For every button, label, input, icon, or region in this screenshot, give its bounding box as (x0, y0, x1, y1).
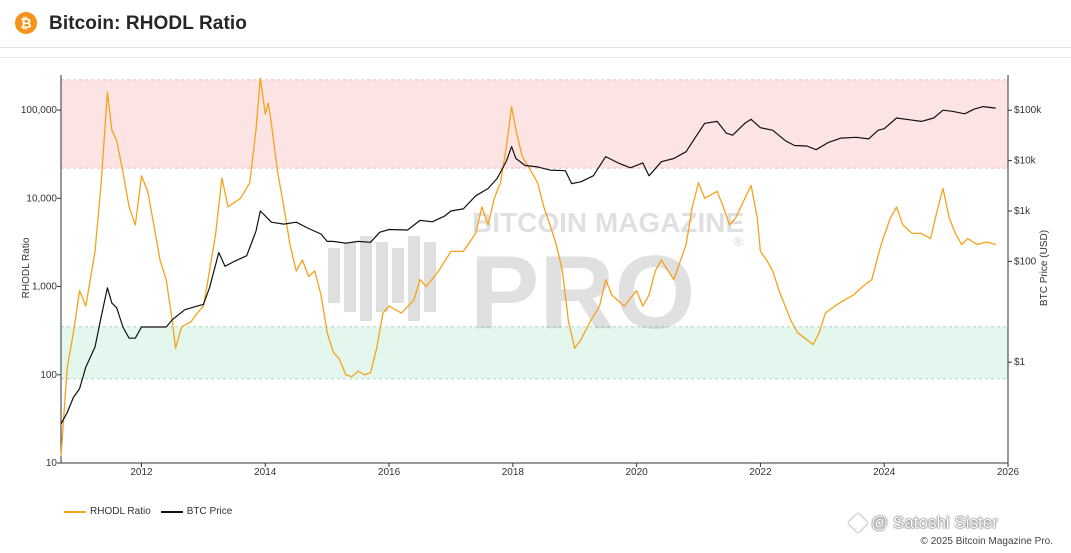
left-tick-label: 1,000 (32, 282, 57, 293)
right-tick-label: $1k (1014, 206, 1031, 217)
watermark-line2: PRO (470, 235, 695, 351)
series-rhodl-ratio-line[interactable] (60, 77, 996, 457)
legend-item-btc[interactable]: BTC Price (160, 506, 233, 517)
diamond-icon (848, 513, 868, 533)
right-tick-label: $10k (1014, 156, 1037, 167)
watermark-logo-mark (328, 236, 436, 321)
left-tick-label: 100,000 (21, 105, 58, 116)
series[interactable] (60, 77, 996, 457)
legend-item-rhodl[interactable]: RHODL Ratio (64, 506, 151, 517)
divider (0, 57, 1071, 58)
page-title: Bitcoin: RHODL Ratio (49, 13, 247, 34)
axes (60, 75, 1009, 464)
x-tick-label: 2012 (130, 467, 153, 478)
page-header: ₿ Bitcoin: RHODL Ratio (0, 0, 1071, 48)
right-tick-label: $1 (1014, 357, 1026, 368)
legend-label-rhodl: RHODL Ratio (90, 506, 151, 517)
left-axis-label: RHODL Ratio (21, 237, 32, 298)
left-tick-label: 10,000 (26, 193, 57, 204)
right-tick-label: $100 (1014, 256, 1037, 267)
left-axis-ticks: 10 100 1,000 10,000 100,000 (21, 105, 61, 469)
left-tick-label: 10 (46, 458, 58, 469)
band-undervalued (61, 326, 1008, 379)
x-tick-label: 2020 (626, 467, 649, 478)
x-tick-label: 2018 (502, 467, 525, 478)
bitcoin-icon: ₿ (15, 12, 37, 34)
zone-bands (61, 79, 1008, 380)
legend-label-btc: BTC Price (186, 506, 233, 517)
watermark: BITCOIN MAGAZINE PRO ® (328, 207, 744, 351)
x-tick-label: 2024 (873, 467, 896, 478)
author-handle: @ Satoshi Sister (848, 513, 998, 533)
watermark-line1: BITCOIN MAGAZINE (472, 207, 744, 238)
series-btc-price-line[interactable] (60, 106, 996, 425)
x-tick-label: 2026 (997, 467, 1020, 478)
x-axis-ticks: 2012 2014 2016 2018 2020 2022 2024 2026 (130, 463, 1020, 478)
legend: RHODL Ratio BTC Price (64, 506, 242, 517)
right-axis-ticks: $1 $100 $1k $10k $100k (1008, 105, 1042, 368)
x-tick-label: 2014 (254, 467, 277, 478)
right-axis-label: BTC Price (USD) (1039, 230, 1050, 306)
copyright-credit: © 2025 Bitcoin Magazine Pro. (920, 536, 1053, 547)
band-overvalued (61, 79, 1008, 169)
x-tick-label: 2022 (749, 467, 772, 478)
left-tick-label: 100 (40, 370, 57, 381)
legend-swatch-btc (160, 510, 183, 513)
right-tick-label: $100k (1014, 105, 1042, 116)
watermark-registered-mark: ® (734, 235, 743, 249)
legend-swatch-rhodl (64, 510, 86, 513)
author-handle-text: @ Satoshi Sister (871, 513, 998, 532)
x-tick-label: 2016 (378, 467, 401, 478)
